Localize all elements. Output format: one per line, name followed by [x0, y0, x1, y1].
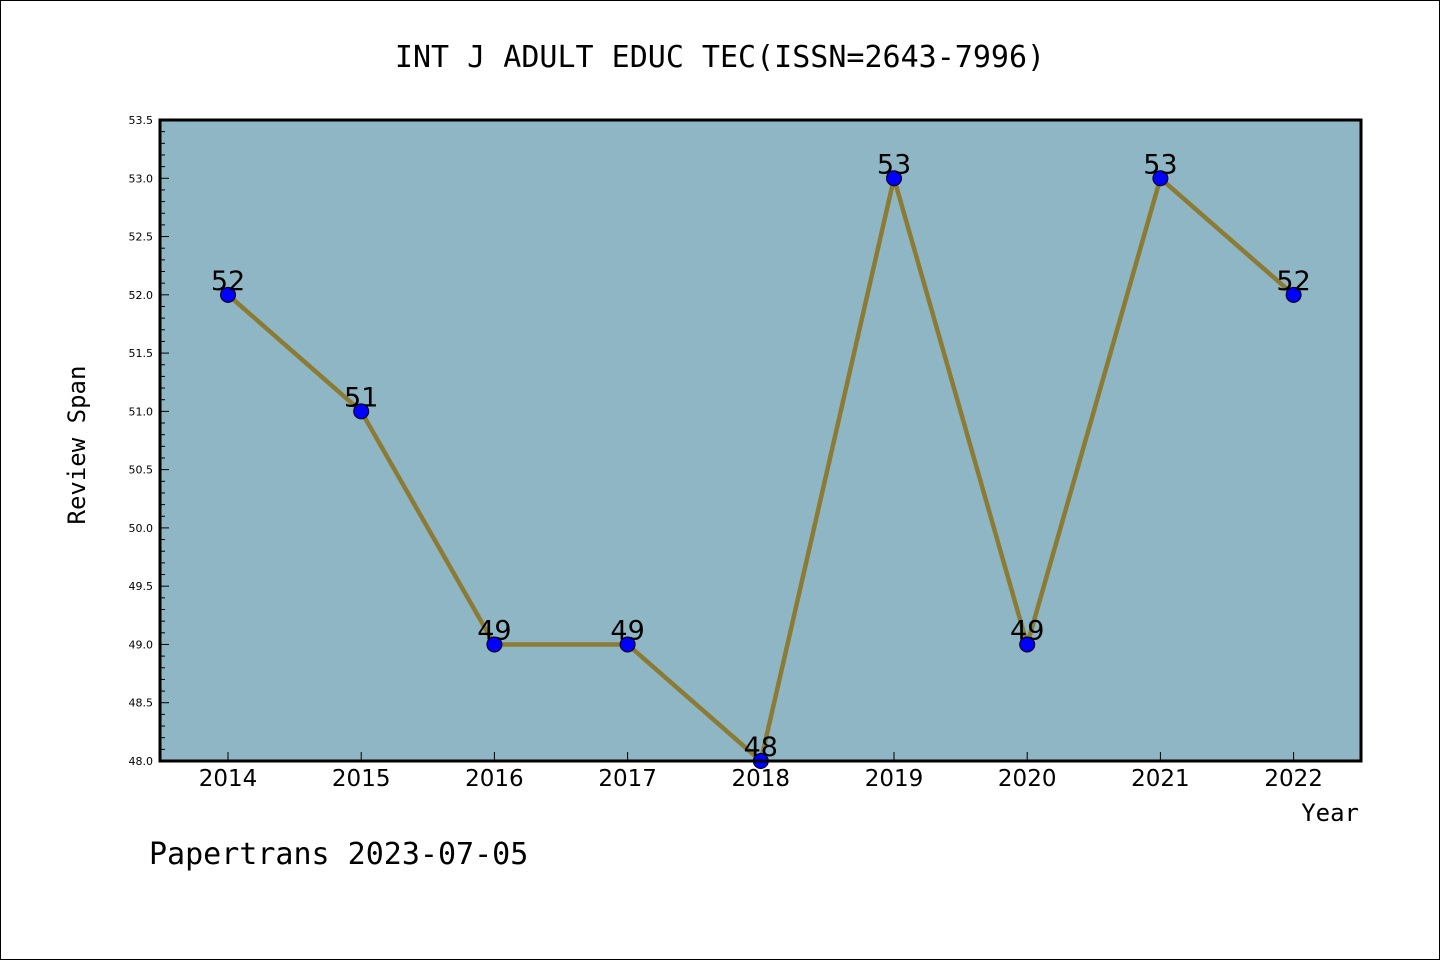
data-label: 48	[744, 732, 778, 763]
y-tick-label: 50.0	[129, 522, 154, 535]
x-axis: 2014 2015 2016 2017 2018 2019 2020 2021 2022	[199, 752, 1323, 792]
y-tick-label: 52.0	[129, 289, 154, 302]
y-axis: 48.0 48.5 49.0 49.5 50.0 50.5 51.0 51.5 52.0 52.5…	[129, 114, 169, 768]
x-tick-label: 2020	[998, 766, 1057, 792]
data-point	[886, 170, 902, 187]
y-tick-label: 52.5	[129, 231, 154, 244]
x-tick-label: 2014	[199, 766, 258, 792]
data-point	[1019, 636, 1036, 653]
data-point	[486, 636, 503, 653]
data-label: 52	[211, 266, 245, 297]
data-label: 52	[1276, 266, 1310, 297]
x-tick-label: 2018	[732, 766, 791, 792]
data-label: 49	[610, 615, 644, 646]
y-tick-label: 49.5	[129, 580, 154, 593]
data-point	[1152, 170, 1169, 187]
y-tick-label: 51.0	[129, 405, 154, 418]
plot-area	[160, 120, 1361, 761]
x-tick-label: 2016	[465, 766, 524, 792]
x-tick-label: 2017	[598, 766, 657, 792]
y-tick-label: 48.0	[129, 755, 154, 768]
data-point	[353, 403, 370, 420]
y-axis-title: Review Span	[63, 366, 91, 525]
x-tick-label: 2022	[1264, 766, 1323, 792]
data-label: 53	[877, 149, 911, 180]
x-tick-label: 2019	[865, 766, 924, 792]
x-tick-label: 2015	[332, 766, 391, 792]
data-label: 51	[344, 382, 378, 413]
plot-border	[158, 118, 1363, 763]
x-tick-label: 2021	[1131, 766, 1190, 792]
y-tick-label: 53.5	[129, 114, 154, 127]
x-axis-title: Year	[1301, 799, 1359, 827]
y-tick-label: 48.5	[129, 697, 154, 710]
y-tick-label: 50.5	[129, 464, 154, 477]
chart-title: INT J ADULT EDUC TEC(ISSN=2643-7996)	[395, 40, 1045, 75]
data-points	[220, 170, 1302, 769]
y-tick-label: 53.0	[129, 172, 154, 185]
data-label: 49	[1010, 615, 1044, 646]
data-label: 53	[1143, 149, 1177, 180]
data-point	[1285, 286, 1302, 303]
y-tick-label: 51.5	[129, 347, 154, 360]
y-tick-label: 49.0	[129, 638, 154, 651]
data-labels: 52 51 49 49 48 53 49 53 52	[211, 149, 1311, 763]
data-point	[619, 636, 636, 653]
footer-stamp: Papertrans 2023-07-05	[149, 837, 528, 872]
data-label: 49	[477, 615, 511, 646]
data-point	[220, 286, 236, 303]
